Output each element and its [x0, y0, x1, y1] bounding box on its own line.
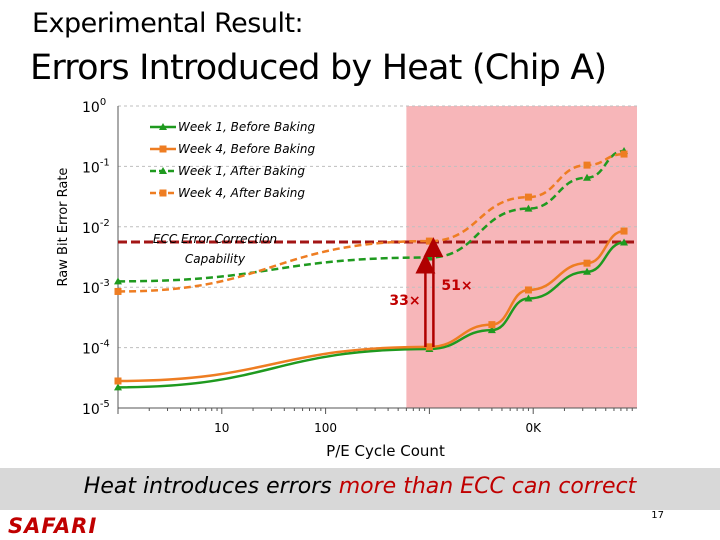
series-point-1 [524, 294, 533, 302]
y-tick-label: 100 [82, 97, 106, 116]
series-point-2 [583, 259, 591, 267]
ecc-label: ECC Error Correction [153, 232, 277, 246]
legend-entry-1: Week 1, Before Baking [178, 120, 315, 134]
y-tick-base: 10 [82, 402, 100, 418]
series-point-2 [488, 321, 496, 329]
annotation-33x: 33× [389, 293, 420, 309]
y-tick-base: 10 [82, 342, 100, 358]
series-point-1 [620, 238, 629, 246]
series-point-3 [114, 277, 122, 285]
legend-marker-4 [159, 189, 167, 197]
x-tick-label: 100 [314, 421, 337, 435]
y-tick-exponent: -3 [100, 278, 110, 289]
annotation-51x: 51× [441, 278, 472, 294]
slide-title: Errors Introduced by Heat (Chip A) [30, 48, 607, 88]
legend-marker-3 [159, 167, 167, 174]
y-tick-exponent: -1 [100, 157, 110, 168]
legend-entry-3: Week 1, After Baking [178, 164, 305, 178]
legend-marker-1 [159, 123, 167, 130]
y-tick-exponent: 0 [100, 97, 106, 108]
series-point-4 [114, 287, 122, 295]
series-point-2 [114, 377, 122, 385]
footer-message-highlight: more than ECC can correct [338, 474, 637, 499]
page-number: 17 [651, 510, 664, 521]
series-point-3 [583, 173, 592, 181]
y-tick-base: 10 [82, 100, 100, 116]
footer-message: Heat introduces errors more than ECC can… [0, 474, 720, 499]
y-tick-exponent: -2 [100, 218, 110, 229]
y-tick-base: 10 [82, 160, 100, 176]
footer-band [0, 468, 720, 510]
footer-message-part1: Heat introduces errors [83, 474, 339, 499]
x-tick-label: 10 [214, 421, 229, 435]
legend-entry-4: Week 4, After Baking [178, 186, 305, 200]
series-point-2 [620, 227, 628, 235]
y-tick-base: 10 [82, 221, 100, 237]
series-point-3 [524, 204, 533, 212]
series-point-4 [583, 161, 591, 169]
y-tick-label: 10-1 [82, 157, 110, 176]
ecc-label-line2: Capability [185, 252, 246, 266]
x-axis-label: P/E Cycle Count [326, 442, 445, 460]
slide-subtitle: Experimental Result: [32, 8, 304, 39]
series-point-1 [114, 383, 122, 391]
series-point-4 [524, 193, 532, 201]
y-tick-exponent: -4 [100, 339, 110, 350]
series-point-2 [524, 286, 532, 294]
series-point-4 [620, 150, 628, 158]
series-point-2 [425, 343, 433, 351]
y-tick-label: 10-5 [82, 399, 110, 418]
legend-entry-2: Week 4, Before Baking [178, 142, 315, 156]
safari-logo: SAFARI [8, 514, 98, 538]
y-axis-label: Raw Bit Error Rate [56, 168, 71, 287]
x-tick-label: 0K [525, 421, 542, 435]
y-tick-exponent: -5 [100, 399, 110, 410]
series-point-1 [583, 267, 592, 275]
y-tick-base: 10 [82, 281, 100, 297]
y-tick-label: 10-2 [82, 218, 110, 237]
y-tick-label: 10-4 [82, 339, 110, 358]
y-tick-label: 10-3 [82, 278, 110, 297]
series-point-1 [487, 326, 496, 334]
legend-marker-2 [159, 145, 167, 153]
series-point-4 [425, 237, 433, 245]
